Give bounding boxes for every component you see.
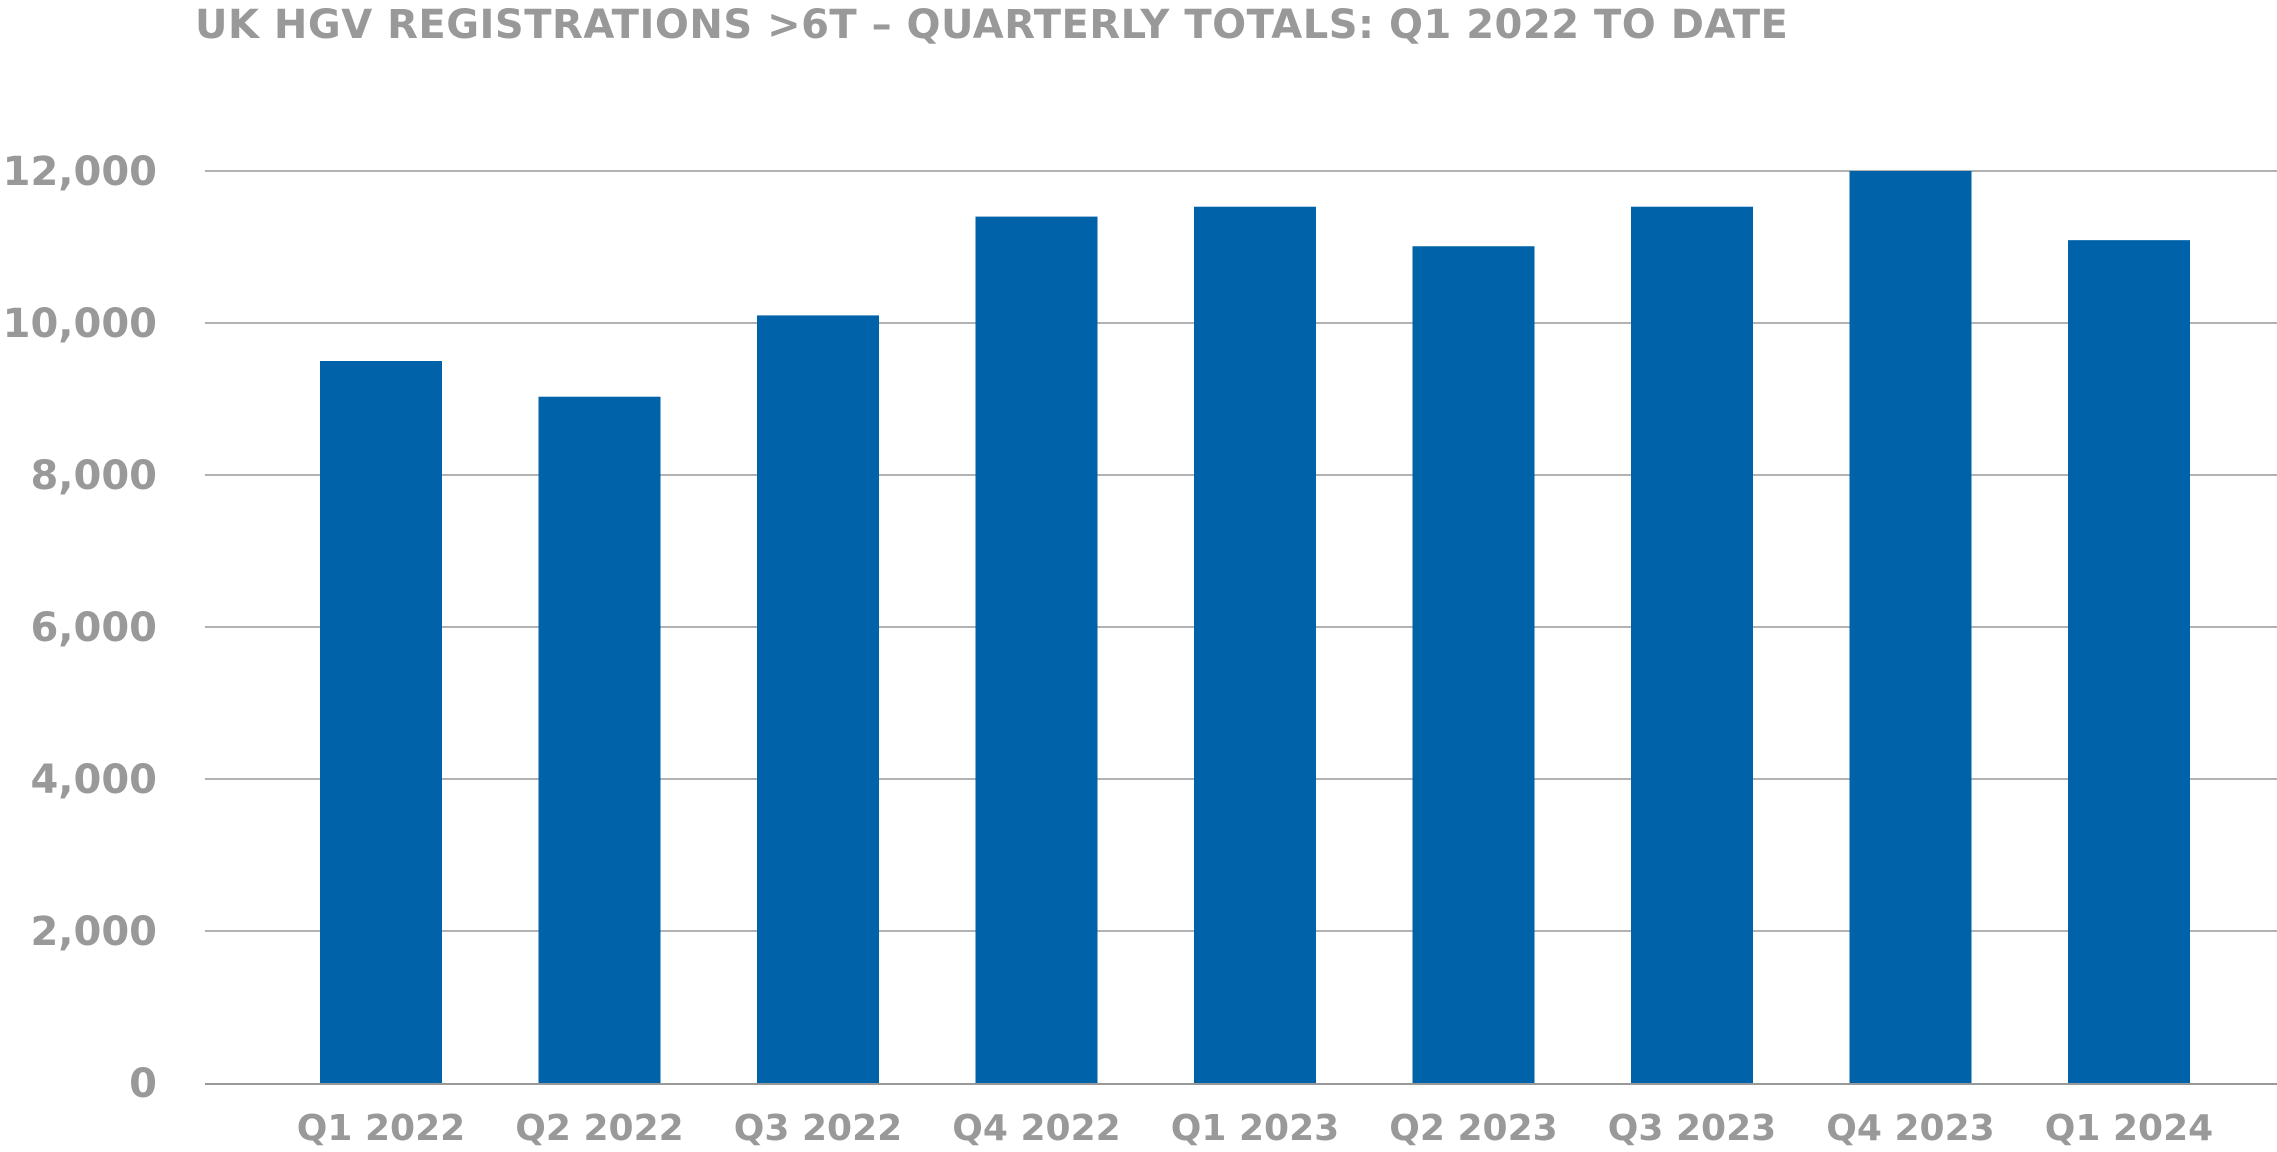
y-axis-tick-labels: 0 2,000 4,000 6,000 8,000 10,000 12,000 <box>3 149 157 1107</box>
chart-title: UK HGV REGISTRATIONS >6T – QUARTERLY TOT… <box>195 2 1789 48</box>
x-tick-label: Q2 2022 <box>515 1108 683 1149</box>
x-tick-label: Q1 2023 <box>1171 1108 1339 1149</box>
x-tick-label: Q3 2022 <box>734 1108 902 1149</box>
bar <box>757 315 879 1083</box>
bar <box>538 396 661 1084</box>
x-tick-label: Q2 2023 <box>1389 1108 1557 1149</box>
x-tick-label: Q4 2023 <box>1826 1108 1994 1149</box>
x-axis-tick-labels: Q1 2022 Q2 2022 Q3 2022 Q4 2022 Q1 2023 Q2 20… <box>297 1108 2213 1149</box>
x-tick-label: Q3 2023 <box>1608 1108 1776 1149</box>
y-tick-label: 0 <box>129 1061 157 1107</box>
y-tick-label: 12,000 <box>3 149 157 195</box>
bar <box>2068 240 2190 1083</box>
bar <box>975 216 1098 1084</box>
y-tick-label: 2,000 <box>30 909 157 955</box>
bar <box>320 361 442 1083</box>
bar <box>1412 246 1535 1084</box>
y-tick-label: 8,000 <box>30 453 157 499</box>
x-tick-label: Q4 2022 <box>952 1108 1120 1149</box>
bar <box>1849 171 1972 1083</box>
y-tick-label: 4,000 <box>30 757 157 803</box>
bars <box>320 171 2190 1084</box>
y-tick-label: 6,000 <box>30 605 157 651</box>
y-tick-label: 10,000 <box>3 301 157 347</box>
bar <box>1631 206 1753 1084</box>
x-tick-label: Q1 2024 <box>2045 1108 2213 1149</box>
bar <box>1194 206 1316 1084</box>
x-tick-label: Q1 2022 <box>297 1108 465 1149</box>
